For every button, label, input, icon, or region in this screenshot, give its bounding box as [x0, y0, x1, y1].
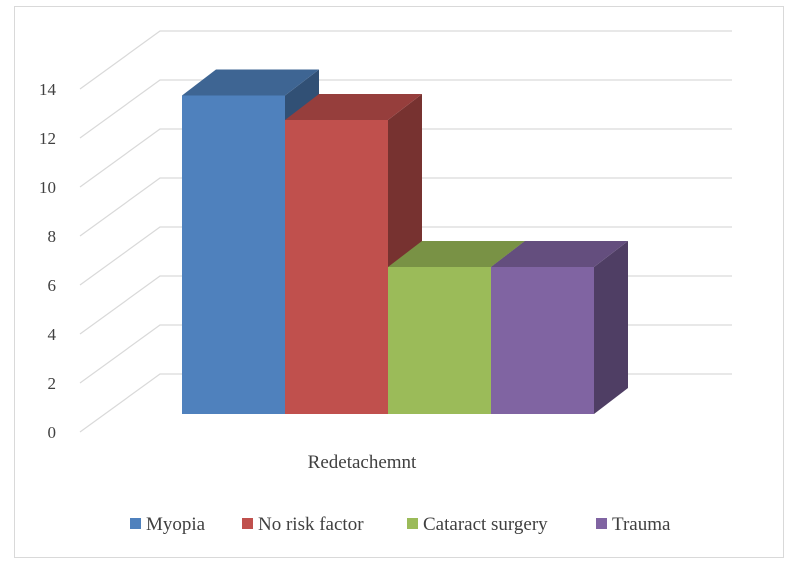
y-tick-label: 8: [48, 227, 57, 246]
bar-top: [491, 241, 628, 267]
bar-front: [491, 267, 594, 414]
gridline-12: [79, 79, 732, 139]
y-tick-label: 2: [48, 374, 57, 393]
legend-label: Myopia: [146, 514, 206, 535]
legend-item: Myopia: [130, 514, 206, 535]
legend: Myopia No risk factor Cataract surgery Trau…: [130, 514, 671, 535]
gridline-10: [79, 128, 732, 188]
legend-swatch: [130, 518, 141, 529]
legend-label: Cataract surgery: [423, 514, 548, 535]
bar-top: [388, 241, 525, 267]
y-tick-label: 6: [48, 276, 57, 295]
x-axis-categories: Redetachemnt: [308, 452, 417, 473]
legend-item: Trauma: [596, 514, 671, 535]
x-category-label: Redetachemnt: [308, 452, 417, 473]
gridline-14: [79, 30, 732, 90]
bar-trauma: [491, 241, 628, 414]
legend-item: Cataract surgery: [407, 514, 548, 535]
legend-label: No risk factor: [258, 514, 364, 535]
legend-item: No risk factor: [242, 514, 364, 535]
y-tick-label: 10: [39, 178, 56, 197]
legend-label: Trauma: [612, 514, 671, 535]
gridline-8: [79, 177, 732, 237]
legend-swatch: [242, 518, 253, 529]
legend-swatch: [407, 518, 418, 529]
bar-side: [594, 241, 628, 414]
bar-front: [388, 267, 491, 414]
bar-top: [285, 94, 422, 120]
y-tick-label: 0: [48, 423, 57, 442]
bar-front: [285, 120, 388, 414]
y-tick-label: 12: [39, 129, 56, 148]
y-tick-label: 4: [48, 325, 57, 344]
y-tick-label: 14: [39, 80, 57, 99]
legend-swatch: [596, 518, 607, 529]
bar-top: [182, 69, 319, 96]
y-axis-ticks: 0 2 4 6 8 10 12 14: [39, 80, 57, 442]
gridline-6: [79, 226, 732, 286]
bars: [182, 69, 628, 414]
bar-front: [182, 95, 285, 414]
